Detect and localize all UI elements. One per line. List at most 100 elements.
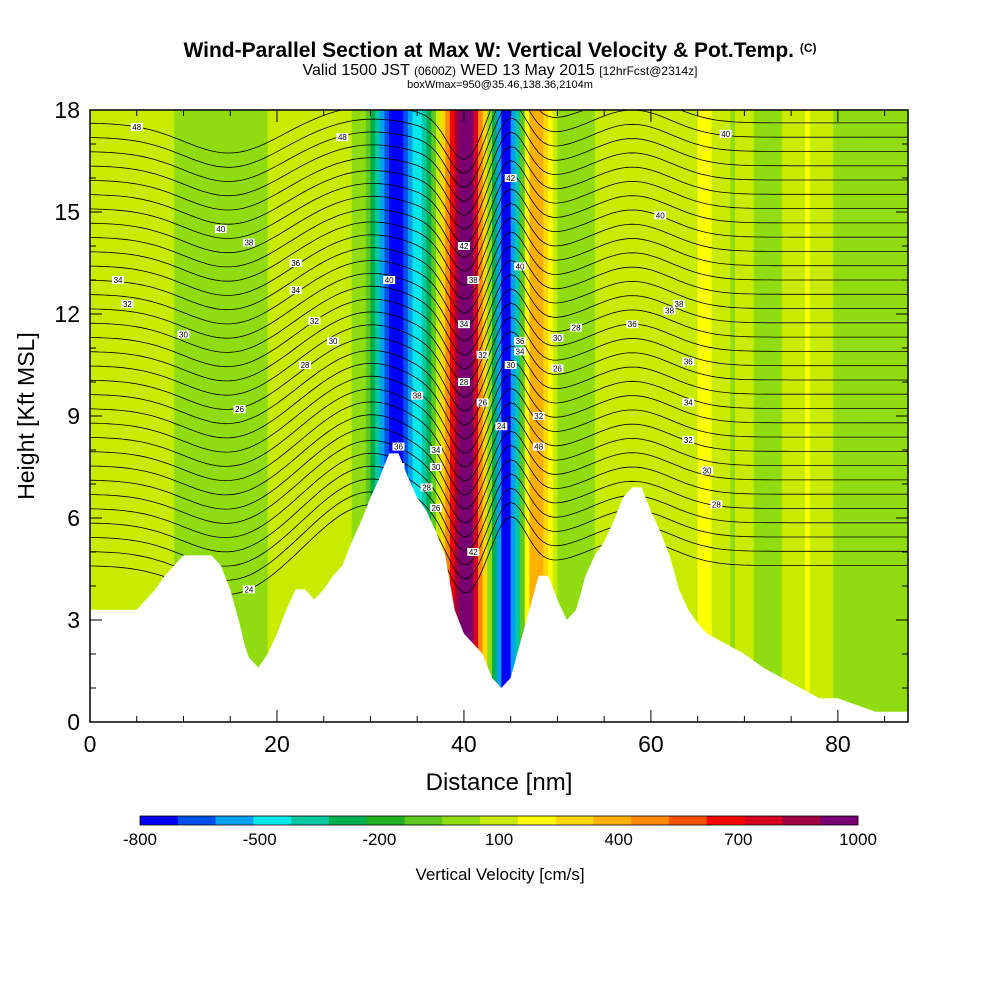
pot-temp-contour [90, 345, 908, 426]
velocity-cell [571, 110, 577, 722]
pot-temp-contour [90, 302, 908, 384]
velocity-cell [585, 110, 591, 722]
velocity-cell [333, 110, 339, 722]
velocity-cell [491, 110, 498, 722]
contour-label: 34 [431, 446, 440, 455]
contour-label-bg [476, 398, 489, 407]
velocity-cell [861, 110, 867, 722]
contour-label: 38 [244, 239, 253, 248]
velocity-cell [314, 110, 320, 722]
velocity-cell [847, 110, 853, 722]
contour-label-bg [701, 466, 714, 475]
contour-label: 34 [459, 320, 468, 329]
y-tick-label: 15 [54, 199, 80, 225]
contour-label-bg [532, 442, 545, 451]
velocity-cell [146, 110, 152, 722]
x-tick-label: 20 [264, 731, 290, 757]
contour-label: 28 [422, 483, 431, 492]
contour-label-bg [289, 286, 302, 295]
velocity-cell [431, 110, 437, 722]
velocity-cell [688, 110, 694, 722]
contour-label-bg [626, 320, 639, 329]
velocity-cell [258, 110, 264, 722]
velocity-cell [487, 110, 493, 722]
velocity-cell [211, 110, 217, 722]
x-tick-label: 60 [638, 731, 664, 757]
contour-label-bg [299, 361, 312, 369]
y-tick-label: 0 [67, 709, 80, 735]
velocity-cell [692, 110, 699, 722]
velocity-cell [220, 110, 227, 722]
contour-label-bg [570, 323, 583, 332]
velocity-cell [604, 110, 610, 722]
contour-label: 38 [469, 276, 478, 285]
contour-label: 24 [497, 422, 506, 431]
velocity-cell [510, 110, 516, 722]
velocity-cell [281, 110, 287, 722]
velocity-cell [749, 110, 755, 722]
velocity-cell [739, 110, 745, 722]
velocity-cell [646, 110, 652, 722]
velocity-cell [361, 110, 367, 722]
velocity-cell [276, 110, 283, 722]
pot-temp-contour [90, 414, 908, 496]
colorbar-tick-label: 700 [724, 830, 752, 849]
contour-label-bg [532, 412, 545, 420]
contour-label: 38 [413, 392, 422, 401]
velocity-cell [398, 110, 404, 722]
velocity-cell [627, 110, 633, 722]
contour-label: 34 [516, 347, 525, 356]
velocity-cell [669, 110, 675, 722]
contour-label-bg [336, 133, 349, 142]
velocity-cell [707, 110, 713, 722]
y-tick-label: 9 [67, 403, 80, 429]
velocity-cell [580, 110, 587, 722]
pot-temp-contour [90, 131, 908, 216]
contour-label-bg [710, 500, 723, 509]
contour-label: 40 [216, 225, 225, 234]
velocity-cell [786, 110, 792, 722]
velocity-cell [323, 110, 329, 722]
velocity-cell [347, 110, 353, 722]
velocity-cell [566, 110, 573, 722]
colorbar-tick-label: -800 [123, 830, 157, 849]
velocity-cell [375, 110, 381, 722]
velocity-cell [636, 110, 643, 722]
contour-label-bg [392, 442, 405, 451]
contour-label-bg [467, 548, 480, 556]
contour-label: 42 [459, 242, 468, 251]
velocity-cell [650, 110, 657, 722]
velocity-cell [468, 110, 474, 722]
contour-label: 38 [665, 307, 674, 316]
colorbar-swatch [177, 816, 216, 825]
velocity-cell [664, 110, 671, 722]
velocity-cell [449, 110, 456, 722]
velocity-cell [342, 110, 348, 722]
velocity-cell [370, 110, 376, 722]
contour-label-bg [682, 357, 695, 366]
contour-label-bg [654, 211, 667, 220]
colorbar-swatch [253, 816, 292, 825]
velocity-cell [823, 110, 830, 722]
contour-label: 32 [684, 436, 693, 445]
velocity-cell [230, 110, 236, 722]
x-tick-label: 80 [825, 731, 851, 757]
velocity-cell [599, 110, 605, 722]
velocity-cell [590, 110, 596, 722]
velocity-cell [365, 110, 372, 722]
velocity-cell [884, 110, 890, 722]
contour-label: 24 [244, 585, 253, 594]
contour-labels: 4848403836343432323030282624403836343230… [112, 123, 732, 594]
contour-label: 28 [712, 500, 721, 509]
velocity-cell [856, 110, 862, 722]
velocity-cell [239, 110, 245, 722]
velocity-cell [543, 110, 549, 722]
velocity-cell [753, 110, 760, 722]
contour-label: 36 [684, 358, 693, 367]
contour-label-bg [504, 361, 517, 369]
contour-label: 36 [394, 443, 403, 452]
velocity-cell [164, 110, 171, 722]
colorbar: -800 -500 -200 100 400 700 1000 Vertical Veloci… [123, 815, 877, 884]
pot-temp-contour [90, 274, 908, 356]
contour-label-bg [504, 174, 517, 182]
